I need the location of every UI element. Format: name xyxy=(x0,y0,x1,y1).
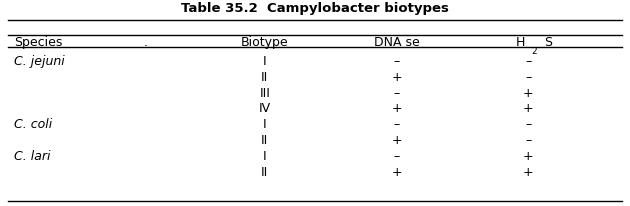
Text: –: – xyxy=(525,55,531,68)
Text: Species: Species xyxy=(14,35,62,48)
Text: C. lari: C. lari xyxy=(14,149,50,162)
Text: –: – xyxy=(393,118,399,131)
Text: +: + xyxy=(391,102,402,115)
Text: H: H xyxy=(516,35,525,48)
Text: .: . xyxy=(144,35,147,48)
Text: DNA se: DNA se xyxy=(374,35,420,48)
Text: Biotype: Biotype xyxy=(241,35,289,48)
Text: +: + xyxy=(523,149,534,162)
Text: I: I xyxy=(263,149,266,162)
Text: +: + xyxy=(391,70,402,83)
Text: 2: 2 xyxy=(531,47,537,56)
Text: –: – xyxy=(393,55,399,68)
Text: I: I xyxy=(263,118,266,131)
Text: I: I xyxy=(263,55,266,68)
Text: II: II xyxy=(261,134,268,146)
Text: –: – xyxy=(525,118,531,131)
Text: +: + xyxy=(391,134,402,146)
Text: –: – xyxy=(525,134,531,146)
Text: +: + xyxy=(391,165,402,178)
Text: IV: IV xyxy=(259,102,271,115)
Text: II: II xyxy=(261,165,268,178)
Text: +: + xyxy=(523,165,534,178)
Text: +: + xyxy=(523,86,534,99)
Text: +: + xyxy=(523,102,534,115)
Text: II: II xyxy=(261,70,268,83)
Text: C. jejuni: C. jejuni xyxy=(14,55,65,68)
Text: Table 35.2  Campylobacter biotypes: Table 35.2 Campylobacter biotypes xyxy=(181,2,449,15)
Text: III: III xyxy=(260,86,270,99)
Text: –: – xyxy=(525,70,531,83)
Text: –: – xyxy=(393,149,399,162)
Text: –: – xyxy=(393,86,399,99)
Text: S: S xyxy=(544,35,552,48)
Text: C. coli: C. coli xyxy=(14,118,52,131)
